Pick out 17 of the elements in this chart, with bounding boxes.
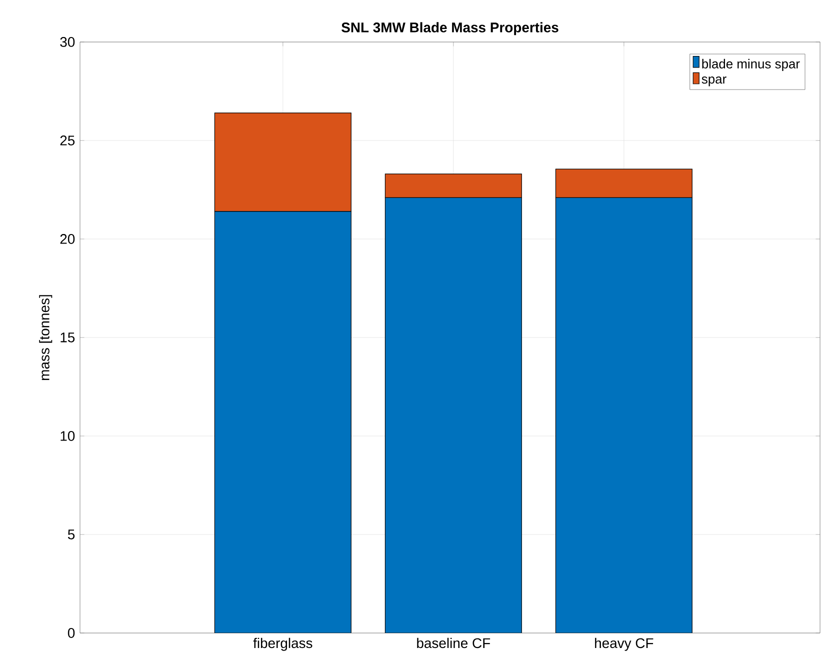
bar bbox=[555, 197, 692, 633]
chart-title: SNL 3MW Blade Mass Properties bbox=[342, 22, 558, 36]
y-tick-label: 5 bbox=[68, 530, 75, 540]
legend-label: spar bbox=[702, 76, 726, 86]
x-tick-label: fiberglass bbox=[253, 638, 312, 651]
legend-label: blade minus spar bbox=[702, 58, 800, 72]
y-tick-label: 20 bbox=[60, 234, 75, 244]
bar bbox=[385, 198, 522, 633]
y-tick-label: 15 bbox=[60, 332, 75, 342]
y-axis-title: mass [tonnes] bbox=[39, 295, 52, 380]
bar bbox=[214, 211, 352, 633]
y-tick-label: 0 bbox=[68, 628, 75, 638]
x-tick-label: heavy CF bbox=[595, 638, 654, 651]
y-tick-label: 10 bbox=[60, 431, 75, 441]
y-tick-label: 25 bbox=[60, 136, 75, 146]
y-tick-label: 30 bbox=[60, 37, 75, 47]
x-tick-label: baseline CF bbox=[417, 638, 490, 648]
